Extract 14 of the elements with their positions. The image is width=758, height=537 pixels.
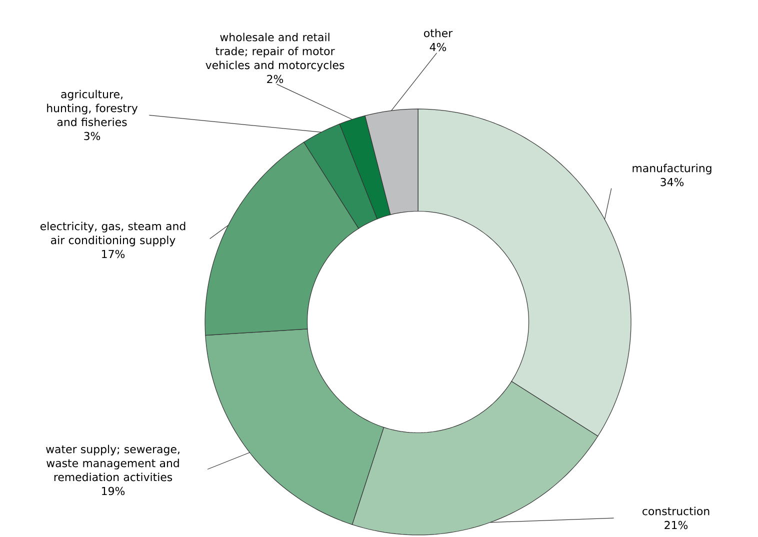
data-label: 2% [267,74,284,84]
slice-label: other [424,28,453,38]
legend-label: electricity, gas, steam and air conditioning supply [40,222,186,246]
data-label: 4% [430,42,446,52]
slice-label: construction [642,506,710,516]
slice-label: wholesale and retail trade; repair of motor vehicles and motorcycles [206,32,344,72]
slice-label: water supply; sewerage, waste management and remediation activities [46,444,180,482]
slice-label: agriculture, hunting, forestry and fisheries [47,90,138,126]
data-label: 17% [102,250,125,258]
data-label: 19% [102,486,125,496]
data-label: 21% [664,520,688,530]
slice-label: manufacturing [632,164,712,174]
data-label: 3% [84,132,100,140]
data-label: 34% [660,178,684,186]
